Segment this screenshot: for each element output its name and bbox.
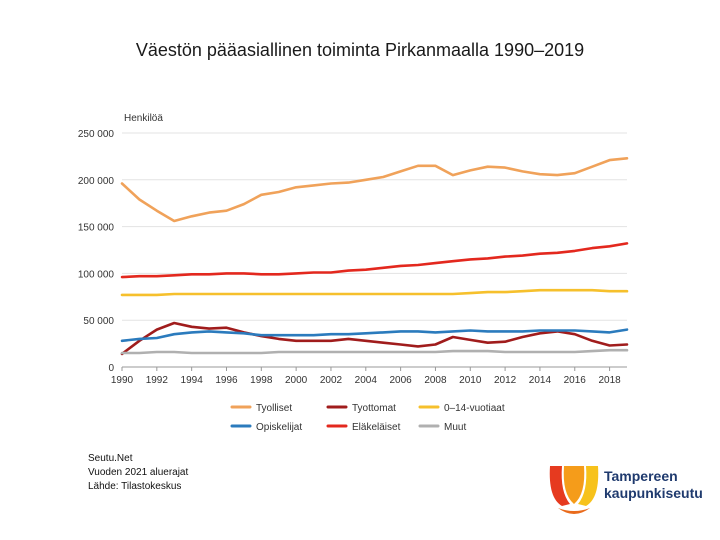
logo-mark-icon — [549, 466, 599, 514]
legend-label: Opiskelijat — [256, 422, 302, 433]
chart-title: Väestön pääasiallinen toiminta Pirkanmaa… — [135, 40, 585, 60]
x-tick-label: 2012 — [494, 375, 517, 386]
y-tick-label: 0 — [108, 363, 114, 374]
series-lines — [120, 157, 629, 356]
x-tick-label: 2008 — [424, 375, 447, 386]
x-tick-label: 2016 — [564, 375, 587, 386]
x-tick-label: 1992 — [146, 375, 169, 386]
x-tick-label: 2002 — [320, 375, 343, 386]
x-tick-label: 1990 — [111, 375, 134, 386]
x-tick-label: 2000 — [285, 375, 308, 386]
source-line-3: Lähde: Tilastokeskus — [88, 481, 182, 492]
series-line-2 — [120, 288, 629, 297]
logo-text-line-1: Tampereen — [604, 468, 678, 484]
y-tick-label: 200 000 — [78, 176, 115, 187]
x-tick-label: 2010 — [459, 375, 482, 386]
series-line-4 — [120, 242, 629, 279]
y-tick-label: 150 000 — [78, 223, 115, 234]
series-line-1 — [120, 321, 629, 356]
legend-label: Tyottomat — [352, 403, 396, 414]
x-tick-label: 2004 — [355, 375, 378, 386]
x-tick-label: 2014 — [529, 375, 552, 386]
grid-lines — [122, 132, 627, 368]
source-line-2: Vuoden 2021 aluerajat — [88, 467, 189, 478]
legend-label: Eläkeläiset — [352, 422, 401, 433]
legend: Tyolliset Tyottomat 0–14-vuotiaat Opiskelij… — [230, 403, 505, 433]
y-tick-label: 100 000 — [78, 269, 115, 280]
x-tick-label: 1994 — [181, 375, 204, 386]
y-axis-label: Henkilöä — [124, 113, 163, 124]
source-line-1: Seutu.Net — [88, 453, 133, 464]
tampereen-kaupunkiseutu-logo: Tampereen kaupunkiseutu — [544, 462, 704, 522]
y-tick-label: 250 000 — [78, 129, 115, 140]
source-notes: Seutu.Net Vuoden 2021 aluerajat Lähde: T… — [88, 452, 188, 494]
y-axis: 0 50 000 100 000 150 000 200 000 250 000 — [78, 129, 115, 374]
series-line-0 — [120, 157, 629, 223]
x-tick-label: 2006 — [389, 375, 412, 386]
x-tick-label: 2018 — [598, 375, 621, 386]
x-tick-label: 1996 — [215, 375, 238, 386]
legend-label: Muut — [444, 422, 466, 433]
series-line-5 — [120, 348, 629, 355]
legend-label: 0–14-vuotiaat — [444, 403, 505, 414]
legend-label: Tyolliset — [256, 403, 292, 414]
y-tick-label: 50 000 — [83, 316, 114, 327]
logo-text-line-2: kaupunkiseutu — [604, 485, 703, 501]
x-tick-label: 1998 — [250, 375, 273, 386]
series-line-3 — [120, 328, 629, 343]
x-axis: 1990 1992 1994 1996 1998 2000 2002 2004 2006 2008… — [111, 367, 621, 386]
